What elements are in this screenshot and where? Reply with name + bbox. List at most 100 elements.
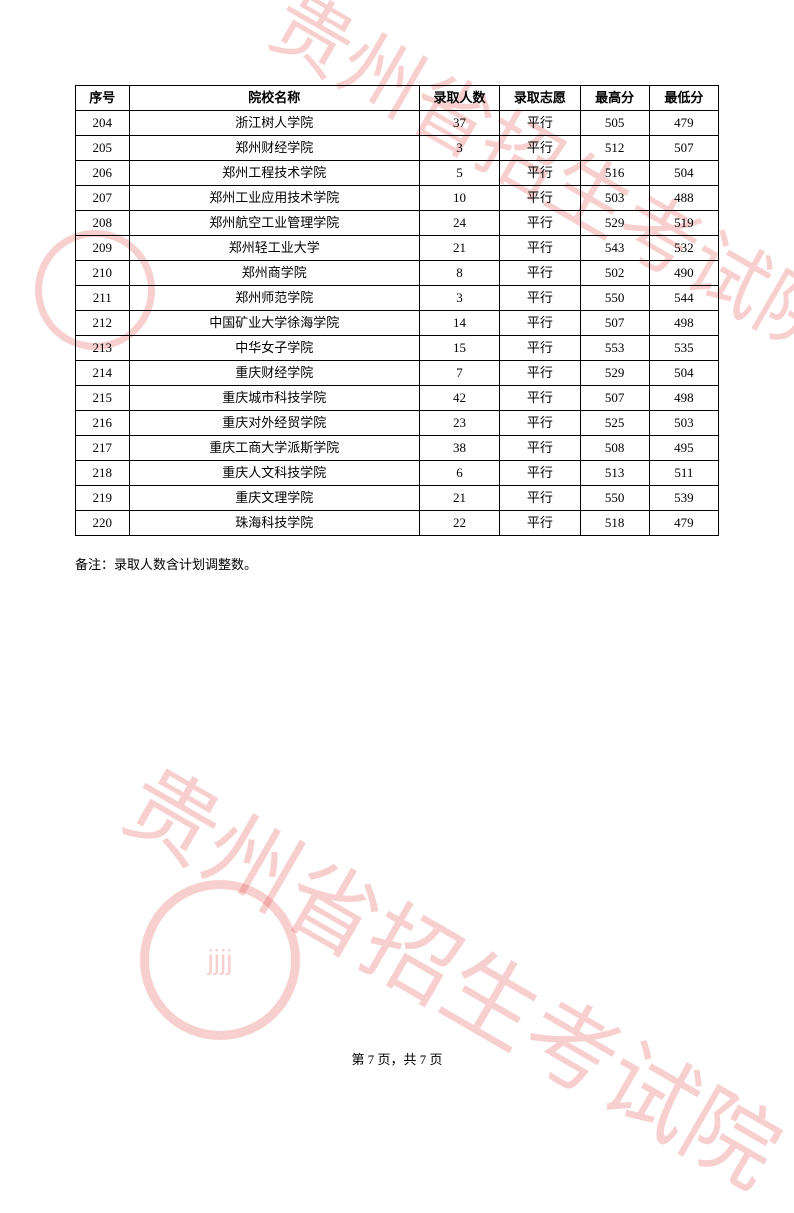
- table-cell: 平行: [500, 286, 580, 311]
- table-cell: 490: [649, 261, 718, 286]
- table-row: 215重庆城市科技学院42平行507498: [76, 386, 719, 411]
- header-count: 录取人数: [419, 86, 499, 111]
- table-cell: 重庆对外经贸学院: [129, 411, 419, 436]
- table-cell: 平行: [500, 136, 580, 161]
- table-cell: 208: [76, 211, 130, 236]
- table-cell: 214: [76, 361, 130, 386]
- table-cell: 532: [649, 236, 718, 261]
- table-cell: 7: [419, 361, 499, 386]
- table-cell: 550: [580, 286, 649, 311]
- table-row: 209郑州轻工业大学21平行543532: [76, 236, 719, 261]
- table-cell: 15: [419, 336, 499, 361]
- table-cell: 平行: [500, 336, 580, 361]
- header-pref: 录取志愿: [500, 86, 580, 111]
- table-row: 204浙江树人学院37平行505479: [76, 111, 719, 136]
- table-cell: 553: [580, 336, 649, 361]
- table-cell: 3: [419, 286, 499, 311]
- table-cell: 209: [76, 236, 130, 261]
- table-cell: 5: [419, 161, 499, 186]
- header-high: 最高分: [580, 86, 649, 111]
- table-cell: 507: [580, 386, 649, 411]
- table-cell: 210: [76, 261, 130, 286]
- table-cell: 512: [580, 136, 649, 161]
- table-cell: 平行: [500, 236, 580, 261]
- table-row: 206郑州工程技术学院5平行516504: [76, 161, 719, 186]
- table-cell: 42: [419, 386, 499, 411]
- seal-inner-mark: jjjj: [208, 944, 233, 976]
- table-cell: 中国矿业大学徐海学院: [129, 311, 419, 336]
- table-row: 217重庆工商大学派斯学院38平行508495: [76, 436, 719, 461]
- table-cell: 502: [580, 261, 649, 286]
- table-cell: 重庆财经学院: [129, 361, 419, 386]
- table-cell: 513: [580, 461, 649, 486]
- page-content: 序号 院校名称 录取人数 录取志愿 最高分 最低分 204浙江树人学院37平行5…: [0, 0, 794, 573]
- table-cell: 3: [419, 136, 499, 161]
- table-cell: 216: [76, 411, 130, 436]
- table-cell: 215: [76, 386, 130, 411]
- table-cell: 498: [649, 386, 718, 411]
- table-cell: 535: [649, 336, 718, 361]
- table-row: 214重庆财经学院7平行529504: [76, 361, 719, 386]
- header-low: 最低分: [649, 86, 718, 111]
- table-row: 211郑州师范学院3平行550544: [76, 286, 719, 311]
- table-cell: 508: [580, 436, 649, 461]
- table-cell: 6: [419, 461, 499, 486]
- table-row: 220珠海科技学院22平行518479: [76, 511, 719, 536]
- table-cell: 550: [580, 486, 649, 511]
- table-cell: 204: [76, 111, 130, 136]
- table-cell: 重庆文理学院: [129, 486, 419, 511]
- table-row: 213中华女子学院15平行553535: [76, 336, 719, 361]
- table-cell: 539: [649, 486, 718, 511]
- table-cell: 529: [580, 211, 649, 236]
- table-cell: 郑州工业应用技术学院: [129, 186, 419, 211]
- table-row: 218重庆人文科技学院6平行513511: [76, 461, 719, 486]
- table-row: 210郑州商学院8平行502490: [76, 261, 719, 286]
- table-cell: 220: [76, 511, 130, 536]
- table-cell: 重庆工商大学派斯学院: [129, 436, 419, 461]
- table-cell: 平行: [500, 411, 580, 436]
- header-name: 院校名称: [129, 86, 419, 111]
- table-cell: 平行: [500, 186, 580, 211]
- table-cell: 211: [76, 286, 130, 311]
- table-cell: 浙江树人学院: [129, 111, 419, 136]
- table-cell: 22: [419, 511, 499, 536]
- table-header-row: 序号 院校名称 录取人数 录取志愿 最高分 最低分: [76, 86, 719, 111]
- table-row: 219重庆文理学院21平行550539: [76, 486, 719, 511]
- table-row: 212中国矿业大学徐海学院14平行507498: [76, 311, 719, 336]
- table-cell: 平行: [500, 161, 580, 186]
- table-cell: 21: [419, 486, 499, 511]
- table-cell: 37: [419, 111, 499, 136]
- table-cell: 516: [580, 161, 649, 186]
- table-cell: 479: [649, 111, 718, 136]
- table-cell: 平行: [500, 311, 580, 336]
- note-text: 备注：录取人数含计划调整数。: [75, 554, 719, 573]
- table-cell: 212: [76, 311, 130, 336]
- table-cell: 重庆城市科技学院: [129, 386, 419, 411]
- table-cell: 平行: [500, 361, 580, 386]
- table-cell: 503: [580, 186, 649, 211]
- table-cell: 重庆人文科技学院: [129, 461, 419, 486]
- table-cell: 郑州工程技术学院: [129, 161, 419, 186]
- table-row: 205郑州财经学院3平行512507: [76, 136, 719, 161]
- table-cell: 518: [580, 511, 649, 536]
- table-cell: 23: [419, 411, 499, 436]
- table-cell: 平行: [500, 211, 580, 236]
- table-cell: 珠海科技学院: [129, 511, 419, 536]
- table-cell: 525: [580, 411, 649, 436]
- table-cell: 14: [419, 311, 499, 336]
- table-cell: 207: [76, 186, 130, 211]
- table-cell: 郑州商学院: [129, 261, 419, 286]
- table-cell: 504: [649, 161, 718, 186]
- table-cell: 519: [649, 211, 718, 236]
- table-cell: 217: [76, 436, 130, 461]
- table-cell: 543: [580, 236, 649, 261]
- table-cell: 平行: [500, 461, 580, 486]
- admission-table: 序号 院校名称 录取人数 录取志愿 最高分 最低分 204浙江树人学院37平行5…: [75, 85, 719, 536]
- table-cell: 8: [419, 261, 499, 286]
- table-cell: 24: [419, 211, 499, 236]
- header-seq: 序号: [76, 86, 130, 111]
- table-cell: 529: [580, 361, 649, 386]
- table-cell: 507: [580, 311, 649, 336]
- table-cell: 郑州师范学院: [129, 286, 419, 311]
- table-cell: 205: [76, 136, 130, 161]
